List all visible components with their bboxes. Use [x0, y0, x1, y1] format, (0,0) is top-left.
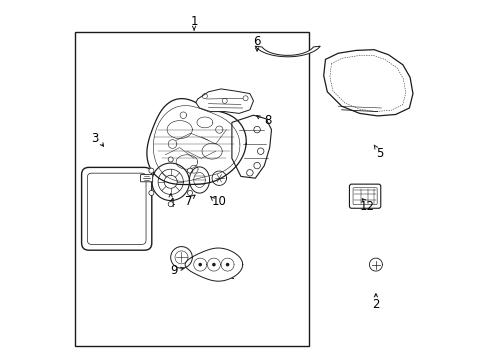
FancyBboxPatch shape [81, 167, 151, 250]
FancyBboxPatch shape [349, 184, 380, 208]
Circle shape [198, 263, 202, 266]
Text: 3: 3 [91, 132, 99, 145]
Circle shape [225, 263, 229, 266]
Polygon shape [196, 89, 253, 113]
Polygon shape [185, 248, 242, 281]
Text: 8: 8 [264, 114, 271, 127]
Circle shape [212, 263, 215, 266]
Text: 9: 9 [170, 264, 178, 276]
Polygon shape [255, 46, 320, 57]
Polygon shape [231, 115, 271, 178]
Circle shape [187, 168, 192, 173]
Circle shape [187, 190, 192, 195]
Text: 7: 7 [184, 195, 192, 208]
Text: 11: 11 [221, 269, 235, 282]
FancyBboxPatch shape [140, 175, 152, 182]
Bar [75, 32, 309, 346]
Circle shape [148, 168, 154, 173]
Circle shape [168, 202, 173, 207]
Text: 10: 10 [211, 195, 226, 208]
Polygon shape [323, 50, 412, 116]
Text: 1: 1 [190, 15, 198, 28]
Circle shape [168, 157, 173, 162]
Text: 5: 5 [375, 147, 383, 159]
Text: 4: 4 [166, 197, 174, 210]
Text: 12: 12 [359, 201, 374, 213]
Polygon shape [146, 99, 246, 185]
Text: 6: 6 [253, 35, 260, 48]
Circle shape [148, 190, 154, 195]
Text: 2: 2 [371, 298, 379, 311]
